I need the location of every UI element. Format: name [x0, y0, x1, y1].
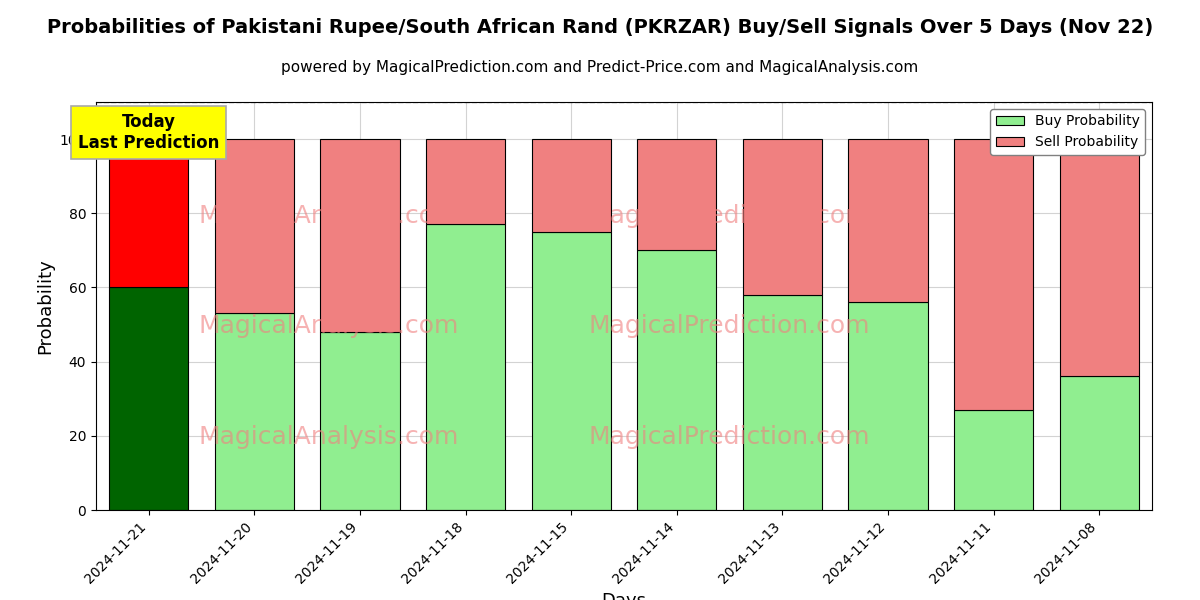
Text: MagicalPrediction.com: MagicalPrediction.com	[589, 314, 870, 338]
Text: Today
Last Prediction: Today Last Prediction	[78, 113, 220, 152]
Bar	[848, 302, 928, 510]
Bar	[743, 295, 822, 510]
Text: Probabilities of Pakistani Rupee/South African Rand (PKRZAR) Buy/Sell Signals Ov: Probabilities of Pakistani Rupee/South A…	[47, 18, 1153, 37]
Bar	[848, 139, 928, 302]
Text: MagicalPrediction.com: MagicalPrediction.com	[589, 425, 870, 449]
Bar	[320, 332, 400, 510]
Text: MagicalAnalysis.com: MagicalAnalysis.com	[198, 314, 458, 338]
Text: MagicalPrediction.com: MagicalPrediction.com	[589, 204, 870, 228]
Text: MagicalAnalysis.com: MagicalAnalysis.com	[198, 425, 458, 449]
Bar	[954, 410, 1033, 510]
Bar	[215, 139, 294, 313]
Bar	[532, 232, 611, 510]
Bar	[743, 139, 822, 295]
Bar	[109, 139, 188, 287]
Bar	[1060, 376, 1139, 510]
Bar	[954, 139, 1033, 410]
Bar	[532, 139, 611, 232]
Bar	[1060, 139, 1139, 376]
Text: MagicalAnalysis.com: MagicalAnalysis.com	[198, 204, 458, 228]
Bar	[426, 224, 505, 510]
Y-axis label: Probability: Probability	[36, 258, 54, 354]
Bar	[320, 139, 400, 332]
Bar	[215, 313, 294, 510]
Bar	[426, 139, 505, 224]
Bar	[637, 250, 716, 510]
Text: powered by MagicalPrediction.com and Predict-Price.com and MagicalAnalysis.com: powered by MagicalPrediction.com and Pre…	[281, 60, 919, 75]
Legend: Buy Probability, Sell Probability: Buy Probability, Sell Probability	[990, 109, 1145, 155]
Bar	[109, 287, 188, 510]
Bar	[637, 139, 716, 250]
X-axis label: Days: Days	[601, 592, 647, 600]
